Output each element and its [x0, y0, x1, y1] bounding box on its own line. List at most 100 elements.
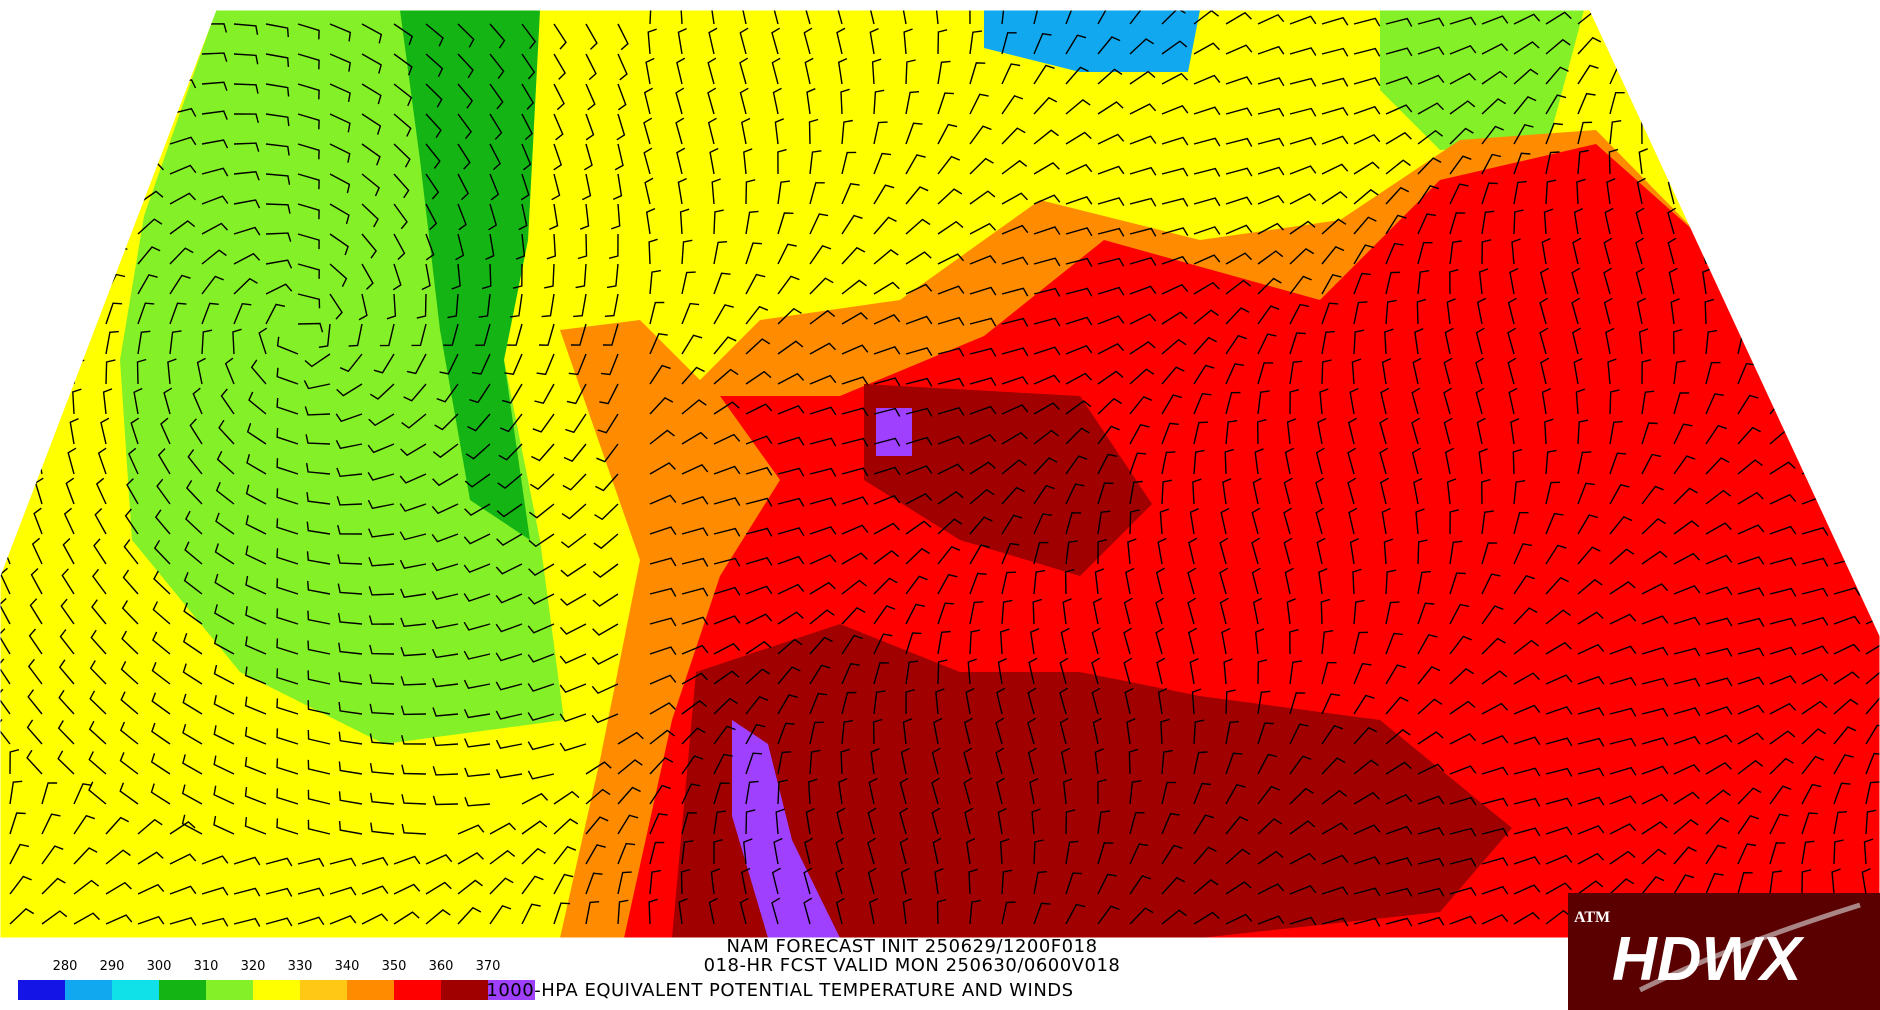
wind-barb	[369, 733, 395, 745]
wind-barb	[1385, 76, 1413, 85]
wind-barb	[649, 301, 665, 325]
wind-barb	[1161, 40, 1188, 55]
wind-barb	[1385, 601, 1400, 625]
wind-barb	[841, 376, 869, 385]
wind-barb	[528, 533, 555, 548]
wind-barb	[873, 437, 901, 447]
wind-barb	[265, 283, 293, 295]
wind-barb	[1193, 254, 1221, 265]
wind-barb	[1125, 567, 1135, 595]
wind-barb	[1481, 210, 1495, 235]
wind-barb	[777, 611, 804, 625]
wind-barb	[559, 653, 587, 664]
wind-barb	[455, 233, 465, 261]
wind-barb	[1481, 605, 1504, 625]
wind-barb	[681, 431, 708, 445]
wind-barb	[457, 143, 471, 170]
wind-barb	[58, 659, 75, 685]
wind-barb	[873, 281, 900, 295]
wind-barb	[303, 380, 331, 390]
wind-barb	[361, 113, 382, 135]
wind-barb	[41, 43, 69, 55]
wind-barb	[233, 856, 261, 866]
wind-barb	[329, 23, 352, 42]
wind-barb	[1699, 177, 1709, 205]
wind-barb	[137, 134, 165, 145]
wind-barb	[88, 751, 107, 775]
wind-barb	[1385, 186, 1410, 205]
wind-barb	[1289, 787, 1314, 805]
wind-barb	[89, 690, 107, 715]
wind-barb	[403, 383, 427, 402]
wind-barb	[585, 83, 596, 111]
wind-barb	[1097, 842, 1114, 865]
wind-barb	[1411, 447, 1421, 475]
wind-barb	[1321, 106, 1349, 116]
colorbar-tick-label: 320	[241, 959, 266, 974]
wind-barb	[245, 515, 267, 535]
wind-barb	[1123, 627, 1133, 655]
wind-barb	[585, 788, 611, 805]
wind-barb	[1161, 10, 1186, 25]
wind-barb	[1161, 338, 1187, 355]
wind-barb	[451, 263, 461, 290]
wind-barb	[905, 122, 923, 145]
field-dark-red-central	[864, 384, 1152, 576]
wind-barb	[233, 113, 259, 123]
wind-barb	[431, 533, 459, 543]
wind-barb	[1577, 767, 1605, 777]
wind-barb	[41, 782, 58, 805]
wind-barb	[1257, 333, 1277, 355]
wind-barb	[1513, 827, 1541, 837]
wind-barb	[216, 450, 235, 475]
wind-barb	[1353, 329, 1365, 355]
wind-barb	[1129, 227, 1157, 237]
wind-barb	[1449, 886, 1477, 896]
wind-barb	[969, 30, 982, 55]
wind-barb	[9, 71, 36, 85]
wind-barb	[329, 857, 357, 867]
wind-barb	[617, 759, 643, 775]
wind-barb	[937, 253, 965, 265]
wind-barb	[681, 527, 709, 537]
wind-barb	[361, 885, 389, 895]
wind-barb	[1545, 151, 1560, 175]
wind-barb	[1507, 357, 1517, 385]
wind-barb	[9, 812, 26, 835]
wind-barb	[1129, 38, 1155, 55]
wind-barb	[1065, 163, 1093, 175]
wind-barb	[1353, 599, 1365, 625]
wind-barb	[1353, 105, 1381, 115]
wind-barb	[1097, 873, 1117, 895]
wind-barb	[1193, 309, 1219, 325]
wind-barb	[233, 199, 261, 209]
wind-barb	[680, 868, 691, 895]
wind-barb	[995, 747, 1005, 775]
wind-barb	[169, 247, 194, 265]
wind-barb	[233, 171, 260, 181]
wind-barb	[937, 29, 948, 55]
wind-barb	[393, 53, 413, 76]
wind-barb	[1673, 520, 1700, 535]
wind-barb	[999, 838, 1010, 865]
wind-barb	[1283, 507, 1293, 535]
wind-barb	[553, 83, 565, 111]
wind-barb	[1385, 728, 1411, 745]
wind-barb	[1001, 901, 1016, 925]
wind-barb	[1385, 632, 1403, 655]
wind-barb	[337, 583, 363, 595]
wind-barb	[1001, 486, 1026, 505]
wind-barb	[201, 139, 229, 149]
wind-barb	[425, 173, 440, 200]
wind-barb	[361, 263, 374, 290]
wind-barb	[250, 359, 267, 385]
wind-barb	[996, 687, 1006, 715]
wind-barb	[1833, 811, 1848, 835]
wind-barb	[1545, 179, 1557, 205]
wind-barb	[1539, 297, 1549, 325]
wind-barb	[1349, 537, 1360, 565]
wind-barb	[565, 413, 587, 434]
wind-barb	[1001, 256, 1029, 266]
wind-barb	[1801, 812, 1818, 835]
wind-barb	[244, 666, 267, 685]
